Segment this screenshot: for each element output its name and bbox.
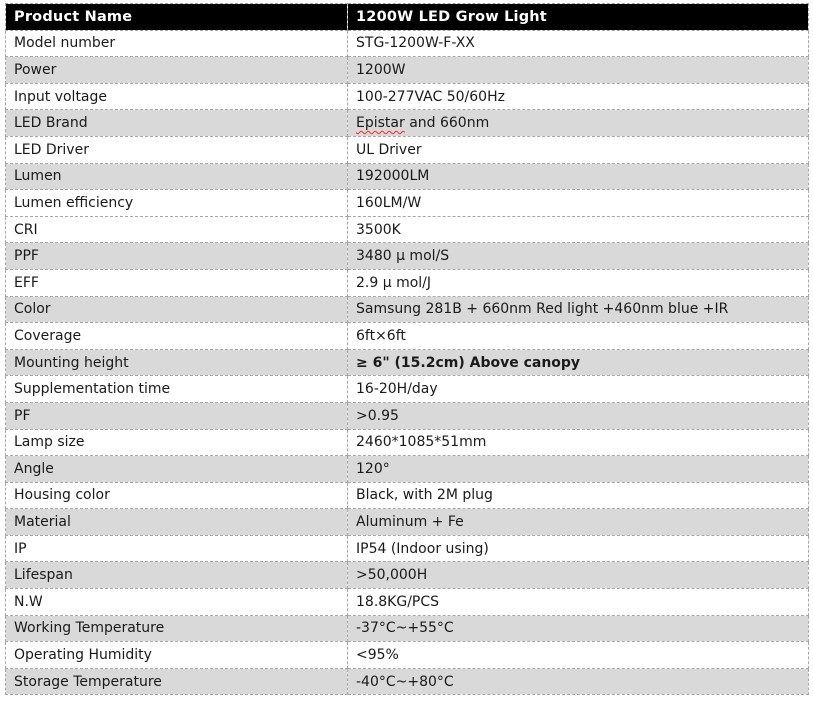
- spec-label-cell: CRI: [5, 215, 348, 244]
- spec-value-cell: 18.8KG/PCS: [347, 588, 809, 616]
- spec-label-cell: Angle: [5, 455, 348, 483]
- spec-label-cell: PF: [5, 401, 348, 430]
- spec-label-cell: Storage Temperature: [5, 667, 348, 696]
- spec-value-cell: -37°C~+55°C: [347, 614, 809, 643]
- spec-value-cell: 120°: [347, 455, 809, 483]
- spec-label-cell: Mounting height: [5, 348, 348, 377]
- spec-value-cell: 16-20H/day: [347, 375, 809, 403]
- table-body: Model number STG-1200W-F-XX Power 1200W Inpu…: [5, 29, 809, 696]
- value-text: and 660nm: [404, 115, 490, 132]
- table-row: Color Samsung 281B + 660nm Red light +460…: [5, 295, 809, 324]
- table-row: LED Driver UL Driver: [5, 135, 809, 164]
- spec-label-cell: Housing color: [5, 481, 348, 510]
- product-spec-table: Product Name 1200W LED Grow Light Model …: [5, 3, 809, 696]
- spec-value-cell: Samsung 281B + 660nm Red light +460nm bl…: [347, 295, 809, 324]
- spec-label-cell: Operating Humidity: [5, 641, 348, 669]
- table-row: EFF 2.9 μ mol/J: [5, 268, 809, 297]
- spec-value-cell: 1200W: [347, 56, 809, 84]
- header-value-cell: 1200W LED Grow Light: [347, 3, 809, 31]
- misspelled-word: Epistar: [356, 115, 405, 132]
- spec-label-cell: EFF: [5, 268, 348, 297]
- spec-value-cell: >50,000H: [347, 561, 809, 590]
- spec-label-cell: Model number: [5, 29, 348, 58]
- spec-value-cell: 100-277VAC 50/60Hz: [347, 82, 809, 111]
- spec-value-cell: 2460*1085*51mm: [347, 428, 809, 457]
- table-row: Working Temperature -37°C~+55°C: [5, 614, 809, 643]
- spec-value-cell: 3480 μ mol/S: [347, 242, 809, 270]
- table-row: Coverage 6ft×6ft: [5, 322, 809, 350]
- spec-value-cell: 3500K: [347, 215, 809, 244]
- spec-value-cell: UL Driver: [347, 135, 809, 164]
- spec-value-cell: 2.9 μ mol/J: [347, 268, 809, 297]
- table-row: Angle 120°: [5, 455, 809, 483]
- table-row: Operating Humidity <95%: [5, 641, 809, 669]
- spec-label-cell: Lumen efficiency: [5, 189, 348, 217]
- table-row: Mounting height ≥ 6" (15.2cm) Above canop…: [5, 348, 809, 377]
- spec-value-cell: 192000LM: [347, 162, 809, 191]
- spec-label-cell: LED Driver: [5, 135, 348, 164]
- spec-label-cell: Lamp size: [5, 428, 348, 457]
- table-row: PPF 3480 μ mol/S: [5, 242, 809, 270]
- table-row: Supplementation time 16-20H/day: [5, 375, 809, 403]
- spec-label-cell: Coverage: [5, 322, 348, 350]
- table-header-row: Product Name 1200W LED Grow Light: [5, 3, 809, 31]
- spec-value-cell: IP54 (Indoor using): [347, 534, 809, 563]
- spec-label-cell: LED Brand: [5, 109, 348, 137]
- spec-label-cell: Material: [5, 508, 348, 536]
- spec-value-cell: ≥ 6" (15.2cm) Above canopy: [347, 348, 809, 377]
- table-row: Material Aluminum + Fe: [5, 508, 809, 536]
- table-row: Power 1200W: [5, 56, 809, 84]
- table-row: CRI 3500K: [5, 215, 809, 244]
- table-row: Lumen efficiency 160LM/W: [5, 189, 809, 217]
- spec-label-cell: Power: [5, 56, 348, 84]
- spec-label-cell: Working Temperature: [5, 614, 348, 643]
- table-row: Lifespan >50,000H: [5, 561, 809, 590]
- spec-value-cell: 160LM/W: [347, 189, 809, 217]
- spec-value-cell: 6ft×6ft: [347, 322, 809, 350]
- spec-value-cell: STG-1200W-F-XX: [347, 29, 809, 58]
- table-row: N.W 18.8KG/PCS: [5, 588, 809, 616]
- header-label-cell: Product Name: [5, 3, 348, 31]
- spec-label-cell: IP: [5, 534, 348, 563]
- spec-label-cell: Input voltage: [5, 82, 348, 111]
- spec-value-cell: >0.95: [347, 401, 809, 430]
- spec-value-cell: <95%: [347, 641, 809, 669]
- table-row: Input voltage 100-277VAC 50/60Hz: [5, 82, 809, 111]
- spec-value-cell: Aluminum + Fe: [347, 508, 809, 536]
- table-row: Storage Temperature -40°C~+80°C: [5, 667, 809, 696]
- spec-label-cell: Lifespan: [5, 561, 348, 590]
- table-row: LED Brand Epistar and 660nm: [5, 109, 809, 137]
- table-row: IP IP54 (Indoor using): [5, 534, 809, 563]
- spec-label-cell: N.W: [5, 588, 348, 616]
- table-row: Housing color Black, with 2M plug: [5, 481, 809, 510]
- table-row: Lamp size 2460*1085*51mm: [5, 428, 809, 457]
- table-row: Lumen 192000LM: [5, 162, 809, 191]
- spec-label-cell: Supplementation time: [5, 375, 348, 403]
- spec-label-cell: PPF: [5, 242, 348, 270]
- spec-label-cell: Lumen: [5, 162, 348, 191]
- spec-value-cell: Epistar and 660nm: [347, 109, 809, 137]
- table-row: PF >0.95: [5, 401, 809, 430]
- spec-value-cell: Black, with 2M plug: [347, 481, 809, 510]
- table-row: Model number STG-1200W-F-XX: [5, 29, 809, 58]
- spec-value-cell: -40°C~+80°C: [347, 667, 809, 696]
- spec-label-cell: Color: [5, 295, 348, 324]
